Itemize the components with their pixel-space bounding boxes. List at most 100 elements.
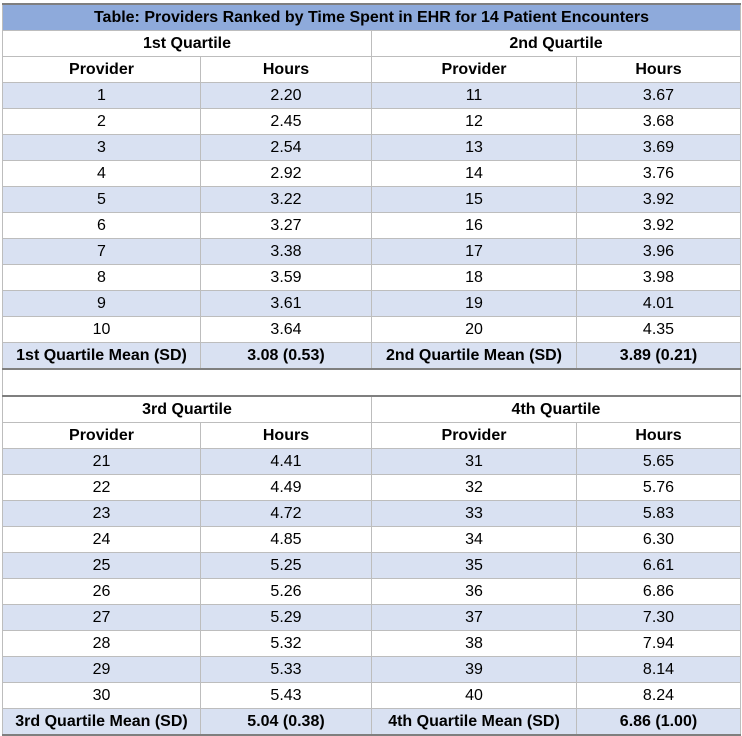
quartile-heading: 2nd Quartile <box>371 30 741 57</box>
hours-cell: 3.22 <box>200 186 372 213</box>
hours-cell: 3.64 <box>200 316 372 343</box>
summary-value: 6.86 (1.00) <box>576 708 741 736</box>
column-header-hours: Hours <box>576 56 741 83</box>
table-row: 5 3.22 15 3.92 <box>2 186 741 213</box>
table-row: 25 5.25 35 6.61 <box>2 552 741 579</box>
hours-cell: 4.41 <box>200 448 372 475</box>
provider-cell: 21 <box>2 448 201 475</box>
table-row: 28 5.32 38 7.94 <box>2 630 741 657</box>
provider-cell: 5 <box>2 186 201 213</box>
table-row: 23 4.72 33 5.83 <box>2 500 741 527</box>
hours-cell: 3.27 <box>200 212 372 239</box>
column-header-provider: Provider <box>371 422 577 449</box>
table-row: 24 4.85 34 6.30 <box>2 526 741 553</box>
provider-cell: 37 <box>371 604 577 631</box>
hours-cell: 3.92 <box>576 212 741 239</box>
table-row: 21 4.41 31 5.65 <box>2 448 741 475</box>
quartile-heading: 3rd Quartile <box>2 395 372 423</box>
table-row: 1 2.20 11 3.67 <box>2 82 741 109</box>
summary-value: 3.08 (0.53) <box>200 342 372 370</box>
hours-cell: 2.20 <box>200 82 372 109</box>
hours-cell: 3.69 <box>576 134 741 161</box>
provider-cell: 29 <box>2 656 201 683</box>
column-header-provider: Provider <box>2 422 201 449</box>
provider-cell: 8 <box>2 264 201 291</box>
table-row: 30 5.43 40 8.24 <box>2 682 741 709</box>
provider-cell: 3 <box>2 134 201 161</box>
hours-cell: 8.14 <box>576 656 741 683</box>
provider-cell: 16 <box>371 212 577 239</box>
column-header-provider: Provider <box>2 56 201 83</box>
provider-cell: 19 <box>371 290 577 317</box>
provider-cell: 17 <box>371 238 577 265</box>
provider-cell: 39 <box>371 656 577 683</box>
summary-label: 1st Quartile Mean (SD) <box>2 342 201 370</box>
ehr-time-table: Table: Providers Ranked by Time Spent in… <box>2 3 741 736</box>
table-row: 27 5.29 37 7.30 <box>2 604 741 631</box>
summary-value: 3.89 (0.21) <box>576 342 741 370</box>
provider-cell: 4 <box>2 160 201 187</box>
table-row: 8 3.59 18 3.98 <box>2 264 741 291</box>
table-row: 10 3.64 20 4.35 <box>2 316 741 343</box>
provider-cell: 36 <box>371 578 577 605</box>
hours-cell: 5.25 <box>200 552 372 579</box>
spacer-row <box>2 368 741 397</box>
hours-cell: 2.54 <box>200 134 372 161</box>
hours-cell: 3.98 <box>576 264 741 291</box>
provider-cell: 33 <box>371 500 577 527</box>
hours-cell: 7.94 <box>576 630 741 657</box>
hours-cell: 8.24 <box>576 682 741 709</box>
hours-cell: 6.30 <box>576 526 741 553</box>
provider-cell: 2 <box>2 108 201 135</box>
column-header-provider: Provider <box>371 56 577 83</box>
column-header-hours: Hours <box>200 422 372 449</box>
summary-value: 5.04 (0.38) <box>200 708 372 736</box>
hours-cell: 7.30 <box>576 604 741 631</box>
provider-cell: 27 <box>2 604 201 631</box>
table-row: 29 5.33 39 8.14 <box>2 656 741 683</box>
hours-cell: 5.26 <box>200 578 372 605</box>
hours-cell: 2.45 <box>200 108 372 135</box>
hours-cell: 5.32 <box>200 630 372 657</box>
summary-label: 4th Quartile Mean (SD) <box>371 708 577 736</box>
provider-cell: 23 <box>2 500 201 527</box>
hours-cell: 5.33 <box>200 656 372 683</box>
table-row: 6 3.27 16 3.92 <box>2 212 741 239</box>
quartile-heading: 4th Quartile <box>371 395 741 423</box>
hours-cell: 3.38 <box>200 238 372 265</box>
hours-cell: 4.35 <box>576 316 741 343</box>
provider-cell: 28 <box>2 630 201 657</box>
provider-cell: 35 <box>371 552 577 579</box>
provider-cell: 14 <box>371 160 577 187</box>
summary-label: 3rd Quartile Mean (SD) <box>2 708 201 736</box>
hours-cell: 6.61 <box>576 552 741 579</box>
hours-cell: 5.29 <box>200 604 372 631</box>
provider-cell: 7 <box>2 238 201 265</box>
hours-cell: 5.83 <box>576 500 741 527</box>
provider-cell: 30 <box>2 682 201 709</box>
provider-cell: 31 <box>371 448 577 475</box>
hours-cell: 4.72 <box>200 500 372 527</box>
provider-cell: 12 <box>371 108 577 135</box>
summary-label: 2nd Quartile Mean (SD) <box>371 342 577 370</box>
provider-cell: 22 <box>2 474 201 501</box>
hours-cell: 5.43 <box>200 682 372 709</box>
hours-cell: 3.61 <box>200 290 372 317</box>
hours-cell: 3.92 <box>576 186 741 213</box>
provider-cell: 18 <box>371 264 577 291</box>
table-row: 7 3.38 17 3.96 <box>2 238 741 265</box>
table-title: Table: Providers Ranked by Time Spent in… <box>2 3 741 31</box>
hours-cell: 3.96 <box>576 238 741 265</box>
provider-cell: 32 <box>371 474 577 501</box>
provider-cell: 6 <box>2 212 201 239</box>
hours-cell: 4.49 <box>200 474 372 501</box>
hours-cell: 3.67 <box>576 82 741 109</box>
provider-cell: 13 <box>371 134 577 161</box>
hours-cell: 6.86 <box>576 578 741 605</box>
quartile-heading: 1st Quartile <box>2 30 372 57</box>
hours-cell: 4.85 <box>200 526 372 553</box>
provider-cell: 11 <box>371 82 577 109</box>
table-row: 9 3.61 19 4.01 <box>2 290 741 317</box>
column-header-hours: Hours <box>200 56 372 83</box>
